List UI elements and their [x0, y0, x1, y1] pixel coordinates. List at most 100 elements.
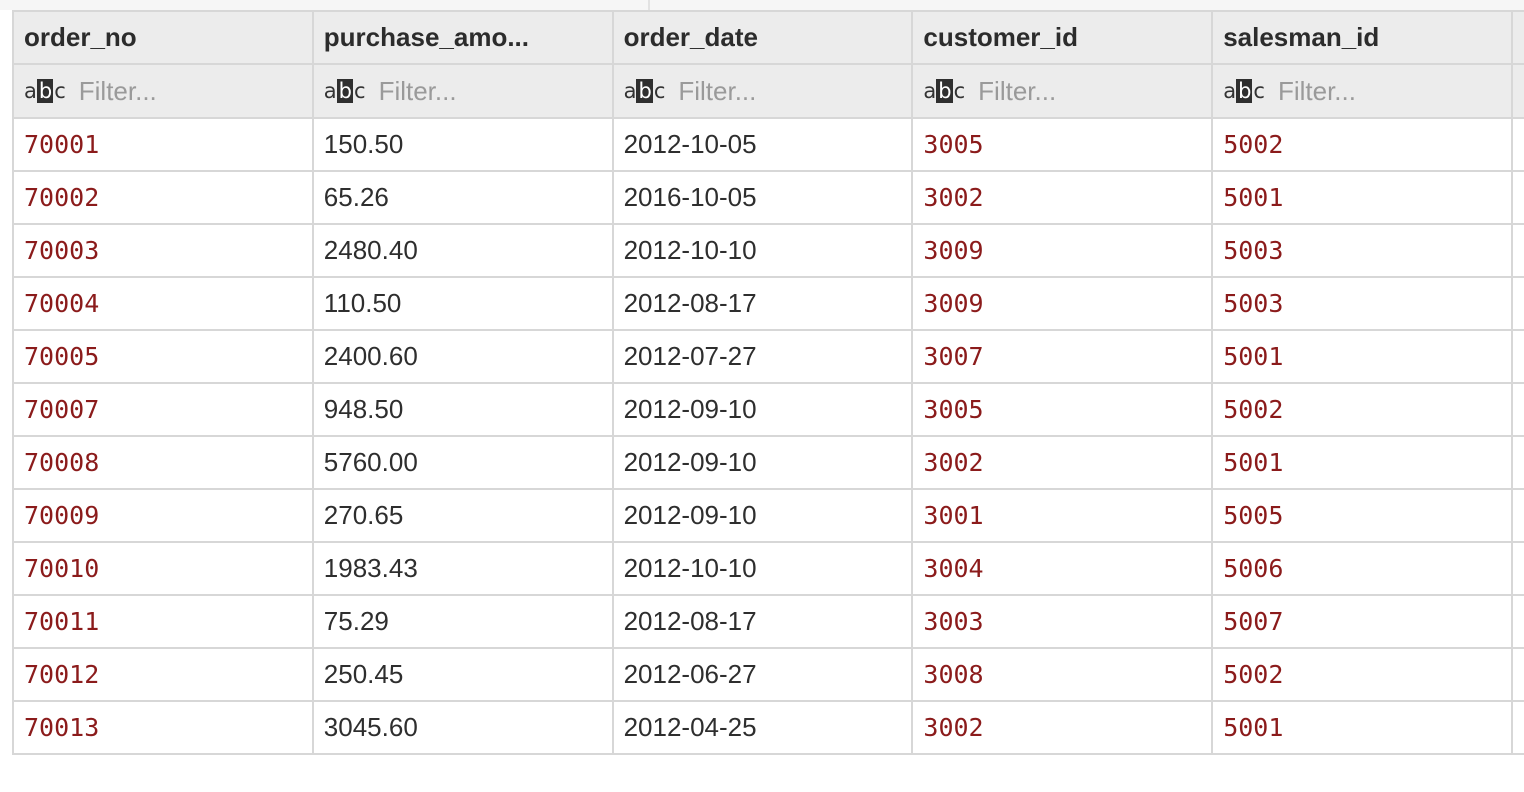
table-row[interactable]: 70010 1983.43 2012-10-10 3004 5006 [12, 541, 1524, 596]
cell-customer-id[interactable]: 3005 [911, 382, 1214, 437]
cell-order-no[interactable]: 70008 [12, 435, 314, 490]
table-row[interactable]: 70008 5760.00 2012-09-10 3002 5001 [12, 435, 1524, 490]
cell-purchase-amount[interactable]: 2400.60 [311, 329, 614, 384]
filter-input-order-date[interactable] [678, 75, 879, 107]
cell-order-date[interactable]: 2012-10-05 [611, 117, 914, 172]
table-row[interactable]: 70007 948.50 2012-09-10 3005 5002 [12, 382, 1524, 437]
table-row[interactable]: 70009 270.65 2012-09-10 3001 5005 [12, 488, 1524, 543]
cell-order-no[interactable]: 70009 [12, 488, 314, 543]
cell-customer-id[interactable]: 3002 [911, 170, 1214, 225]
cell-order-no[interactable]: 70001 [12, 117, 314, 172]
cell-purchase-amount[interactable]: 250.45 [311, 647, 614, 702]
cell-order-no[interactable]: 70012 [12, 647, 314, 702]
table-row[interactable]: 70012 250.45 2012-06-27 3008 5002 [12, 647, 1524, 702]
table-row[interactable]: 70002 65.26 2016-10-05 3002 5001 [12, 170, 1524, 225]
cell-salesman-id[interactable]: 5001 [1211, 170, 1513, 225]
pane-divider[interactable] [648, 0, 650, 10]
cell-order-no[interactable]: 70013 [12, 700, 314, 755]
cell-order-date[interactable]: 2016-10-05 [611, 170, 914, 225]
cell-customer-id[interactable]: 3004 [911, 541, 1214, 596]
cell-purchase-amount[interactable]: 150.50 [311, 117, 614, 172]
cell-purchase-amount[interactable]: 948.50 [311, 382, 614, 437]
column-header-customer-id[interactable]: customer_id [911, 10, 1214, 65]
left-gutter [0, 10, 12, 792]
cell-customer-id[interactable]: 3003 [911, 594, 1214, 649]
cell-purchase-amount[interactable]: 2480.40 [311, 223, 614, 278]
cell-salesman-id[interactable]: 5005 [1211, 488, 1513, 543]
table-row[interactable]: 70003 2480.40 2012-10-10 3009 5003 [12, 223, 1524, 278]
results-table: order_no purchase_amo... order_date cust… [12, 10, 1524, 755]
cell-order-date[interactable]: 2012-10-10 [611, 541, 914, 596]
cell-purchase-amount[interactable]: 5760.00 [311, 435, 614, 490]
table-row[interactable]: 70013 3045.60 2012-04-25 3002 5001 [12, 700, 1524, 755]
cell-overflow [1510, 382, 1524, 437]
cell-order-no[interactable]: 70005 [12, 329, 314, 384]
cell-overflow [1510, 594, 1524, 649]
cell-customer-id[interactable]: 3002 [911, 700, 1214, 755]
filter-input-purchase-amount[interactable] [378, 75, 579, 107]
cell-purchase-amount[interactable]: 65.26 [311, 170, 614, 225]
filter-input-order-no[interactable] [78, 75, 279, 107]
cell-purchase-amount[interactable]: 1983.43 [311, 541, 614, 596]
cell-order-date[interactable]: 2012-06-27 [611, 647, 914, 702]
cell-overflow [1510, 488, 1524, 543]
cell-order-no[interactable]: 70011 [12, 594, 314, 649]
cell-salesman-id[interactable]: 5003 [1211, 223, 1513, 278]
cell-order-date[interactable]: 2012-09-10 [611, 435, 914, 490]
cell-customer-id[interactable]: 3001 [911, 488, 1214, 543]
cell-order-date[interactable]: 2012-04-25 [611, 700, 914, 755]
cell-salesman-id[interactable]: 5006 [1211, 541, 1513, 596]
filter-input-customer-id[interactable] [978, 75, 1179, 107]
cell-order-date[interactable]: 2012-09-10 [611, 488, 914, 543]
filter-input-salesman-id[interactable] [1277, 75, 1478, 107]
table-row[interactable]: 70011 75.29 2012-08-17 3003 5007 [12, 594, 1524, 649]
cell-customer-id[interactable]: 3002 [911, 435, 1214, 490]
cell-order-no[interactable]: 70004 [12, 276, 314, 331]
cell-salesman-id[interactable]: 5001 [1211, 435, 1513, 490]
column-header-purchase-amount[interactable]: purchase_amo... [311, 10, 614, 65]
cell-order-no[interactable]: 70003 [12, 223, 314, 278]
cell-order-date[interactable]: 2012-08-17 [611, 276, 914, 331]
table-row[interactable]: 70004 110.50 2012-08-17 3009 5003 [12, 276, 1524, 331]
cell-overflow [1510, 276, 1524, 331]
cell-purchase-amount[interactable]: 75.29 [311, 594, 614, 649]
cell-salesman-id[interactable]: 5002 [1211, 647, 1513, 702]
cell-customer-id[interactable]: 3008 [911, 647, 1214, 702]
cell-order-date[interactable]: 2012-09-10 [611, 382, 914, 437]
column-header-salesman-id[interactable]: salesman_id [1211, 10, 1513, 65]
column-header-order-date[interactable]: order_date [611, 10, 914, 65]
cell-order-no[interactable]: 70002 [12, 170, 314, 225]
cell-customer-id[interactable]: 3009 [911, 276, 1214, 331]
cell-overflow [1510, 647, 1524, 702]
cell-order-date[interactable]: 2012-10-10 [611, 223, 914, 278]
cell-salesman-id[interactable]: 5002 [1211, 117, 1513, 172]
cell-salesman-id[interactable]: 5002 [1211, 382, 1513, 437]
table-row[interactable]: 70001 150.50 2012-10-05 3005 5002 [12, 117, 1524, 172]
table-body: 70001 150.50 2012-10-05 3005 5002 70002 65.26 2… [12, 117, 1524, 755]
cell-order-no[interactable]: 70010 [12, 541, 314, 596]
cell-customer-id[interactable]: 3007 [911, 329, 1214, 384]
cell-salesman-id[interactable]: 5003 [1211, 276, 1513, 331]
cell-salesman-id[interactable]: 5001 [1211, 700, 1513, 755]
cell-salesman-id[interactable]: 5001 [1211, 329, 1513, 384]
cell-order-date[interactable]: 2012-08-17 [611, 594, 914, 649]
column-header-order-no[interactable]: order_no [12, 10, 314, 65]
cell-customer-id[interactable]: 3009 [911, 223, 1214, 278]
table-row[interactable]: 70005 2400.60 2012-07-27 3007 5001 [12, 329, 1524, 384]
cell-customer-id[interactable]: 3005 [911, 117, 1214, 172]
cell-purchase-amount[interactable]: 270.65 [311, 488, 614, 543]
cell-purchase-amount[interactable]: 3045.60 [311, 700, 614, 755]
cell-salesman-id[interactable]: 5007 [1211, 594, 1513, 649]
cell-purchase-amount[interactable]: 110.50 [311, 276, 614, 331]
cell-order-date[interactable]: 2012-07-27 [611, 329, 914, 384]
top-toolbar-strip [0, 0, 1524, 10]
cell-order-no[interactable]: 70007 [12, 382, 314, 437]
